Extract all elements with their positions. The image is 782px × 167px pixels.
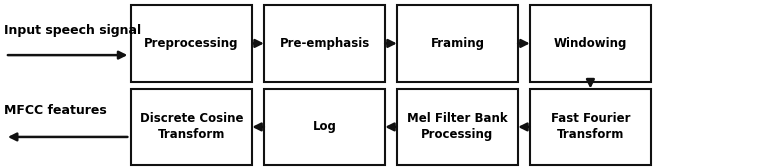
Text: Preprocessing: Preprocessing [145, 37, 239, 50]
Bar [530, 5, 651, 82]
Bar [396, 89, 518, 165]
Text: Fast Fourier
Transform: Fast Fourier Transform [551, 112, 630, 141]
Text: Framing: Framing [430, 37, 485, 50]
Text: Mel Filter Bank
Processing: Mel Filter Bank Processing [407, 112, 508, 141]
Text: Input speech signal: Input speech signal [4, 24, 141, 37]
Bar [131, 89, 252, 165]
Text: Pre-emphasis: Pre-emphasis [279, 37, 370, 50]
Bar [131, 5, 252, 82]
Bar [396, 5, 518, 82]
Text: Log: Log [313, 120, 336, 133]
Text: Discrete Cosine
Transform: Discrete Cosine Transform [140, 112, 243, 141]
Text: Windowing: Windowing [554, 37, 627, 50]
Bar [264, 5, 385, 82]
Text: MFCC features: MFCC features [4, 104, 106, 117]
Bar [530, 89, 651, 165]
Bar [264, 89, 385, 165]
